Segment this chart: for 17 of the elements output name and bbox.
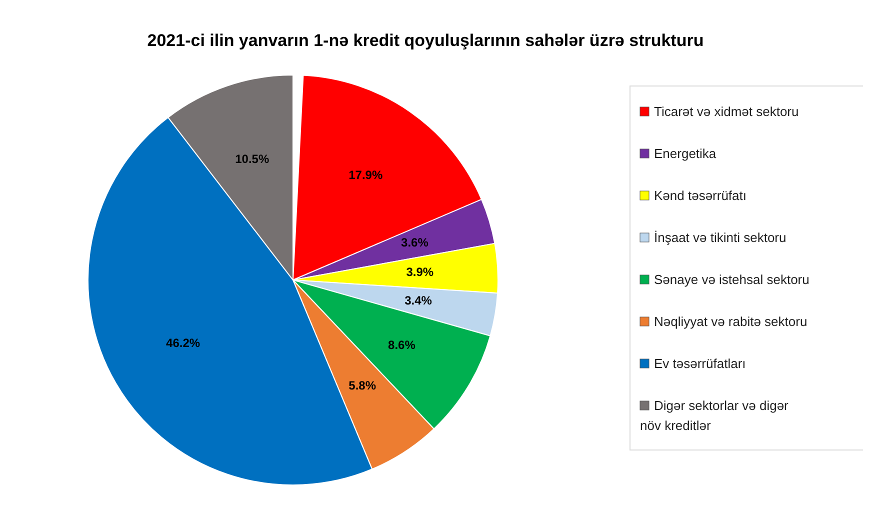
chart-title: 2021-ci ilin yanvarın 1-nə kredit qoyuluşlarının sahələr üzrə strukturu (147, 31, 704, 50)
legend-label: Energetika (654, 146, 717, 161)
data-label: 8.6% (388, 338, 416, 352)
legend-label: Ticarət və xidmət sektoru (654, 104, 799, 119)
legend-label: Digər sektorlar və digər növ kreditlər (640, 398, 790, 433)
legend-label: Sənaye və istehsal sektoru (654, 272, 810, 287)
legend-label: Ev təsərrüfatları (654, 356, 746, 371)
legend-label: İnşaat və tikinti sektoru (654, 230, 786, 245)
data-label: 3.4% (404, 294, 432, 308)
data-label: 3.9% (406, 264, 434, 279)
data-label: 10.5% (235, 152, 270, 166)
data-label: 3.6% (401, 236, 429, 250)
data-label: 17.9% (348, 168, 383, 182)
data-label: 5.8% (348, 378, 376, 393)
legend-label: Kənd təsərrüfatı (654, 188, 746, 203)
data-label: 46.2% (166, 336, 200, 350)
legend-label: Nəqliyyat və rabitə sektoru (654, 314, 808, 329)
